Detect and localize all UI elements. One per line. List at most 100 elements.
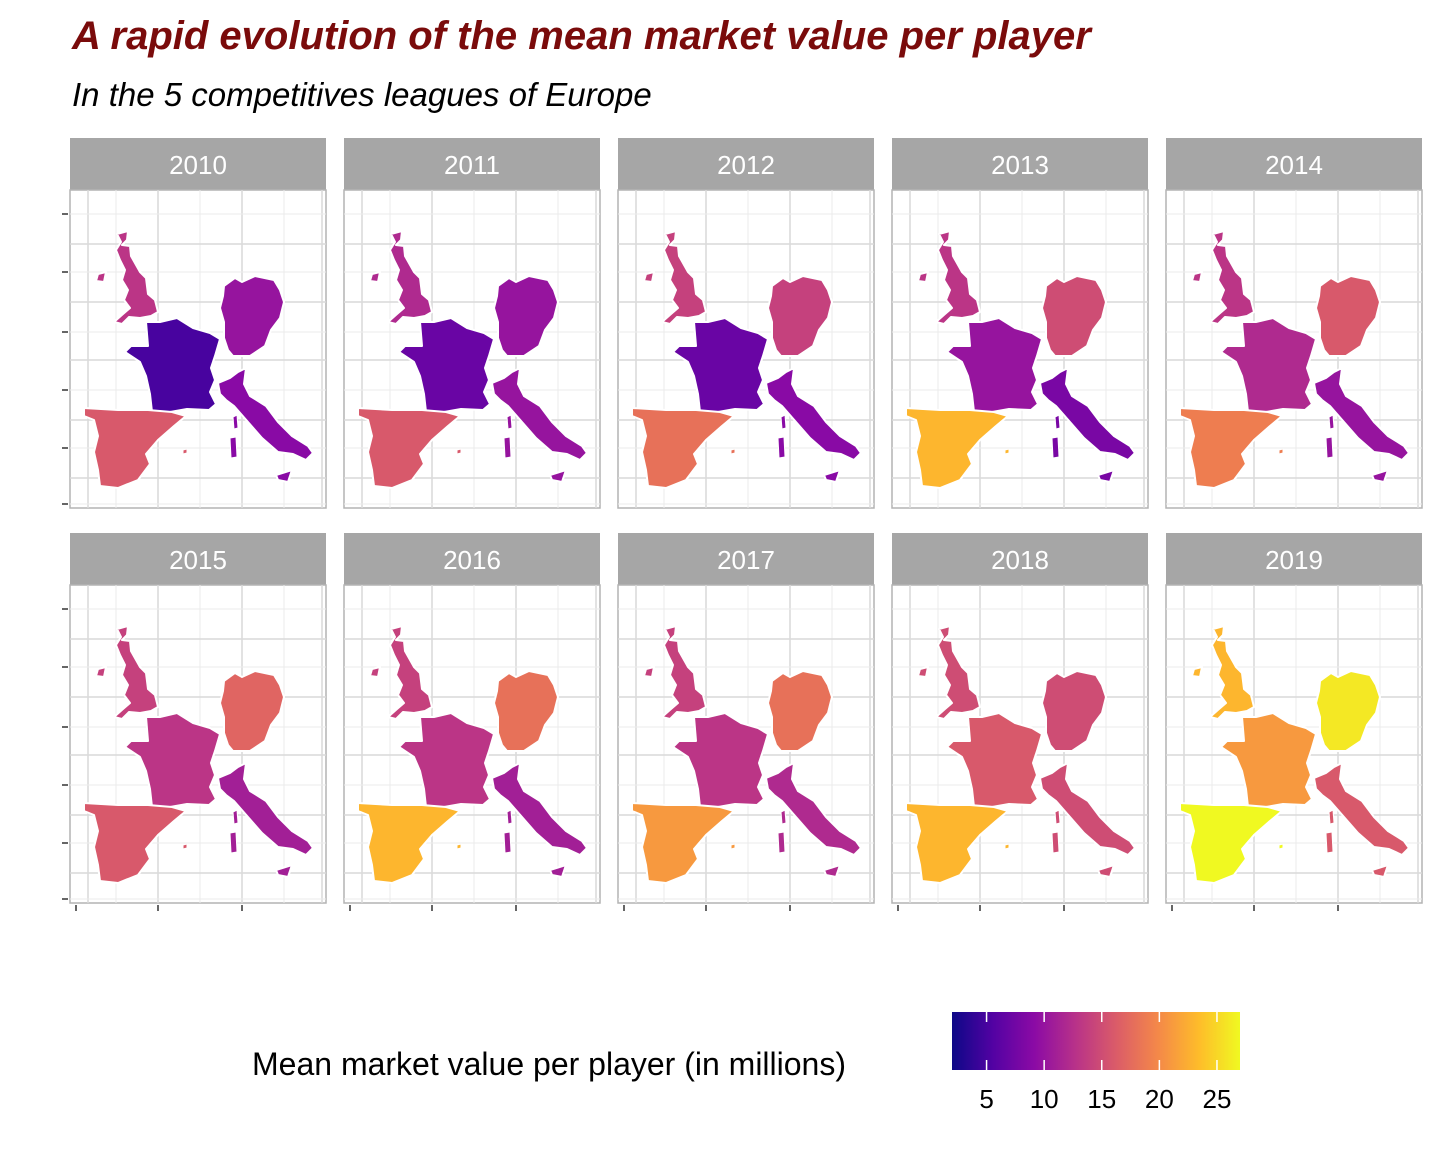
facet-panel-2012: 2012 [617,138,875,509]
map-layer [1179,625,1410,884]
map-layer [83,625,314,884]
facet-label: 2011 [444,150,500,180]
colorbar-tick-label: 15 [1087,1084,1116,1114]
region-spain-island [1004,448,1010,455]
region-germany [219,670,285,752]
region-germany [767,670,833,752]
chart-title: A rapid evolution of the mean market val… [72,14,1091,58]
colorbar-tick-label: 10 [1030,1084,1059,1114]
region-england [1191,625,1255,720]
region-italy-island [777,831,786,854]
region-italy-island [229,436,238,459]
region-france [1220,712,1317,808]
facet-panel-2015: 2015 [62,533,327,911]
region-spain-island [1004,843,1010,850]
facet-strip [344,533,600,585]
facet-panel-2011: 2011 [343,138,601,509]
region-spain [1179,802,1283,884]
facet-label: 2015 [169,545,227,575]
region-england [643,230,707,325]
region-italy [491,367,588,483]
facet-panel-2010: 2010 [62,138,327,509]
region-italy-island [232,414,239,430]
facet-label: 2018 [991,545,1049,575]
region-france [398,712,495,808]
colorbar-legend: 5 10 15 20 25 [952,1012,1240,1114]
region-italy [765,762,862,878]
region-spain-island [730,843,736,850]
facet-strip [1166,138,1422,190]
region-italy-island [1325,831,1334,854]
region-france [398,317,495,413]
facet-panel-2019: 2019 [1165,533,1423,911]
region-italy-island [1051,436,1060,459]
facet-label: 2013 [991,150,1049,180]
region-france [946,712,1043,808]
region-spain [83,802,187,884]
region-germany [1315,670,1381,752]
map-layer [905,230,1136,489]
region-spain [357,407,461,489]
region-italy [1039,367,1136,483]
region-france [124,712,221,808]
map-layer [357,625,588,884]
region-germany [493,275,559,357]
region-england [643,625,707,720]
region-italy-island [777,436,786,459]
chart-subtitle: In the 5 competitives leagues of Europe [72,76,652,113]
facet-label: 2019 [1265,545,1323,575]
facet-strip [70,533,326,585]
facet-strip [618,138,874,190]
region-italy [491,762,588,878]
legend-title: Mean market value per player (in million… [252,1046,846,1082]
map-layer [1179,230,1410,489]
region-italy [217,367,314,483]
region-italy [1313,762,1410,878]
region-italy-island [780,809,787,825]
region-england [369,230,433,325]
region-italy [1039,762,1136,878]
region-italy [765,367,862,483]
region-spain-island [730,448,736,455]
region-italy-island [1328,414,1335,430]
facet-strip [70,138,326,190]
facet-panel-2017: 2017 [617,533,875,911]
region-spain [83,407,187,489]
colorbar-tick-label: 20 [1145,1084,1174,1114]
region-france [672,317,769,413]
facet-strip [344,138,600,190]
region-italy-island [1051,831,1060,854]
map-layer [631,230,862,489]
facet-label: 2012 [717,150,775,180]
region-spain [1179,407,1283,489]
region-italy-island [503,831,512,854]
region-germany [219,275,285,357]
region-spain [631,407,735,489]
region-italy-island [503,436,512,459]
region-spain-island [456,843,462,850]
colorbar [952,1012,1240,1070]
region-england [917,625,981,720]
region-france [124,317,221,413]
facet-strip [892,533,1148,585]
region-germany [493,670,559,752]
region-spain-island [1278,448,1284,455]
facet-strip [1166,533,1422,585]
region-spain [631,802,735,884]
map-layer [905,625,1136,884]
region-spain [357,802,461,884]
region-england [1191,230,1255,325]
region-spain-island [182,843,188,850]
facet-panel-2013: 2013 [891,138,1149,509]
map-layer [357,230,588,489]
facet-label: 2016 [443,545,501,575]
facet-panel-2016: 2016 [343,533,601,911]
region-italy-island [1325,436,1334,459]
facet-panel-2018: 2018 [891,533,1149,911]
region-spain-island [182,448,188,455]
region-germany [1315,275,1381,357]
colorbar-tick-label: 25 [1202,1084,1231,1114]
facet-label: 2014 [1265,150,1323,180]
region-italy-island [780,414,787,430]
